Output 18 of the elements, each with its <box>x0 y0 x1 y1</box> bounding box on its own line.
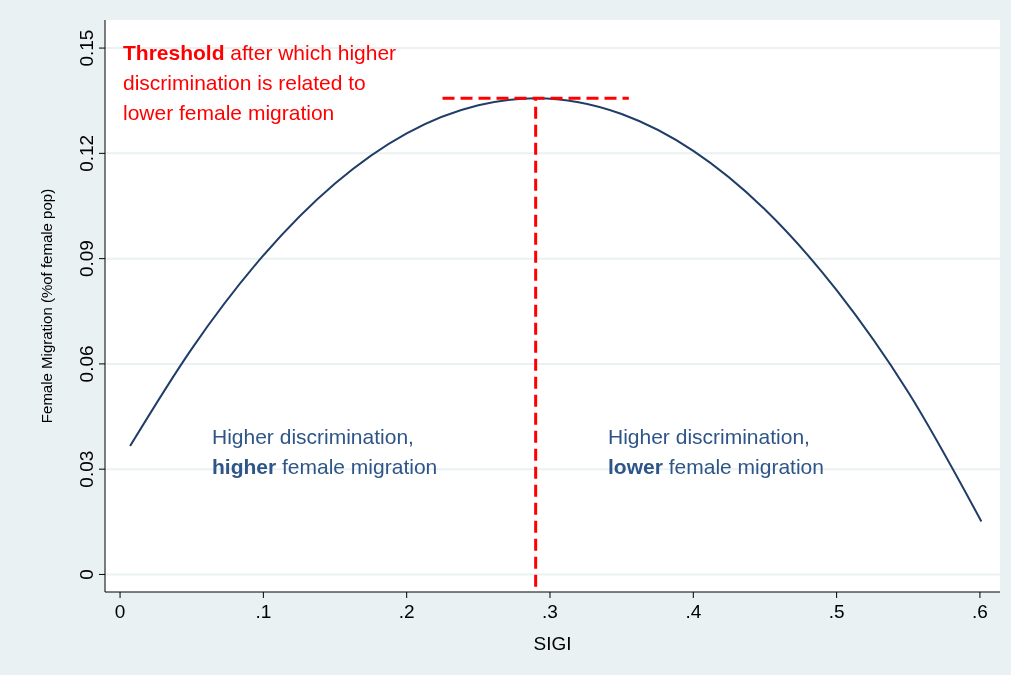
annotation: Higher discrimination, higher female migration <box>212 425 438 478</box>
annotation: Threshold after which higher discrimination is related to lower female migration <box>123 41 397 124</box>
x-tick-label: 0 <box>114 601 126 622</box>
x-tick-label: .6 <box>972 601 988 622</box>
x-tick-label: .4 <box>685 601 702 622</box>
y-tick-label: 0.03 <box>76 450 97 488</box>
x-tick-label: .2 <box>398 601 415 622</box>
y-tick-label: 0.12 <box>76 134 97 172</box>
y-tick-label: 0.06 <box>76 345 97 383</box>
y-tick-label: 0 <box>76 569 97 580</box>
y-axis-title: Female Migration (%of female pop) <box>38 188 55 424</box>
x-tick-label: .1 <box>255 601 272 622</box>
x-tick-label: .5 <box>828 601 845 622</box>
annotation: Higher discrimination, lower female migration <box>608 425 824 478</box>
x-tick-label: .3 <box>542 601 558 622</box>
y-tick-label: 0.09 <box>76 240 97 278</box>
y-tick-label: 0.15 <box>76 29 97 67</box>
x-axis-title: SIGI <box>533 633 572 654</box>
